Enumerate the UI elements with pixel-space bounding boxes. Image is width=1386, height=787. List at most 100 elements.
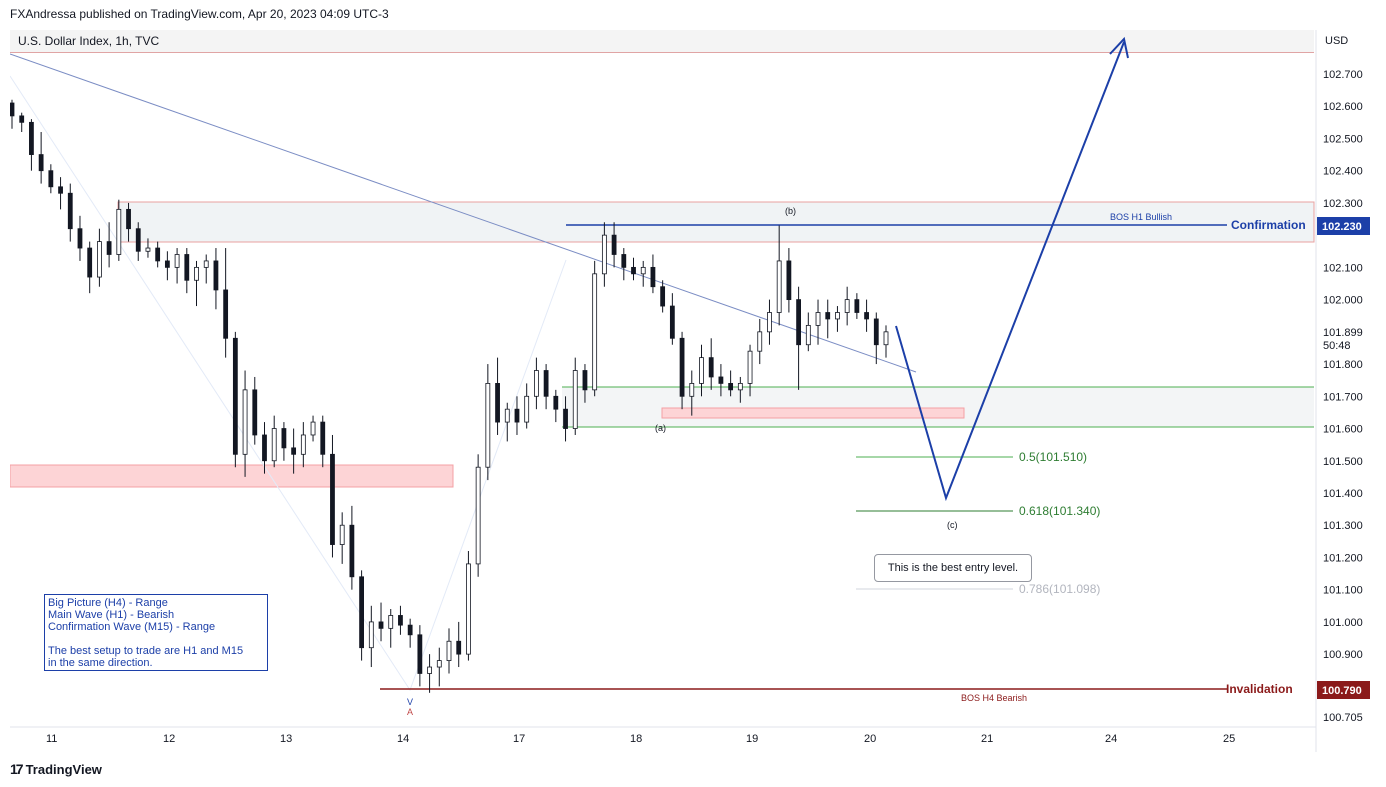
candle-body (747, 350, 753, 384)
time-axis[interactable]: 11 12 13 14 17 18 19 20 21 24 25 (46, 733, 1235, 745)
range-box (562, 387, 1314, 427)
candle-body (194, 266, 199, 281)
y-tick-label: 101.000 (1323, 617, 1363, 629)
candle-body (679, 337, 685, 397)
candle-body (543, 370, 549, 397)
x-tick-label: 20 (864, 733, 876, 745)
candle-body (504, 408, 510, 423)
y-tick-label: 102.600 (1323, 101, 1363, 113)
invalidation-price-tag (1317, 681, 1370, 699)
y-tick-label: 101.600 (1323, 424, 1363, 436)
wave-guide-line (10, 75, 567, 692)
y-tick-label: 102.700 (1323, 69, 1363, 81)
candle-body (349, 524, 355, 578)
candle-body (378, 621, 384, 629)
candle-body (19, 115, 25, 123)
y-tick-label: 101.800 (1323, 359, 1363, 371)
x-tick-label: 21 (981, 733, 993, 745)
candle-body (48, 170, 54, 188)
x-tick-label: 12 (163, 733, 175, 745)
fib-0.5-label: 0.5(101.510) (1019, 450, 1087, 464)
candle-body (776, 260, 782, 313)
y-tick-label: 100.705 (1323, 712, 1363, 724)
x-tick-label: 19 (746, 733, 758, 745)
candle-body (242, 389, 248, 455)
tradingview-logo-icon: 17 (10, 761, 24, 777)
candle-body (184, 254, 190, 281)
label-confirmation: Confirmation (1231, 218, 1306, 232)
candle-body (407, 624, 413, 636)
label-bos-h1: BOS H1 Bullish (1110, 212, 1172, 222)
candle-body (805, 324, 811, 346)
candle-body (650, 266, 656, 288)
info-line-5: in the same direction. (48, 657, 153, 669)
low-marker-v: V (407, 697, 413, 707)
candle-body (436, 660, 442, 668)
candle-body (203, 260, 209, 268)
candle-body (592, 273, 598, 391)
candle-body (359, 576, 365, 649)
candle-body (699, 357, 704, 384)
candle-body (631, 266, 636, 275)
candle-body (854, 299, 860, 313)
price-chart[interactable]: BOS H1 Bullish Confirmation BOS H4 Beari… (10, 30, 1378, 752)
candle-body (767, 312, 772, 333)
x-tick-label: 14 (397, 733, 409, 745)
info-line-2: Main Wave (H1) - Bearish (48, 609, 175, 621)
demand-zone-mid (661, 407, 965, 419)
candle-body (310, 421, 316, 436)
candle-body (495, 383, 500, 423)
y-tick-label: 101.500 (1323, 456, 1363, 468)
candle-body (126, 208, 131, 230)
x-tick-label: 13 (280, 733, 292, 745)
candle-body (864, 312, 869, 320)
candle-body (466, 563, 471, 655)
demand-zone-left (10, 464, 454, 488)
projection-arrowhead (1109, 36, 1129, 59)
candle-body (77, 228, 83, 249)
publisher-line: FXAndressa published on TradingView.com,… (10, 7, 389, 21)
x-tick-label: 11 (46, 733, 57, 745)
wave-label-b: (b) (785, 206, 796, 216)
y-tick-label: 102.100 (1323, 262, 1363, 274)
y-tick-label: 100.900 (1323, 649, 1363, 661)
resistance-zone (117, 201, 1315, 243)
price-axis[interactable]: 102.700 102.600 102.500 102.400 102.300 102.1… (1323, 69, 1363, 724)
entry-callout: This is the best entry level. (874, 554, 1032, 582)
candle-body (262, 434, 267, 462)
analysis-info-box: Big Picture (H4) - Range Main Wave (H1) … (44, 594, 268, 671)
fib-0.618-label: 0.618(101.340) (1019, 504, 1100, 518)
candle-body (417, 634, 423, 674)
candle-body (135, 228, 141, 252)
candle-body (708, 357, 714, 378)
candle-body (844, 299, 850, 313)
candle-body (786, 260, 792, 301)
info-line-1: Big Picture (H4) - Range (48, 597, 168, 609)
wave-label-c: (c) (947, 520, 958, 530)
candle-body (737, 383, 743, 391)
x-tick-label: 17 (513, 733, 525, 745)
candle-body (514, 408, 520, 423)
candle-body (213, 260, 219, 291)
label-invalidation: Invalidation (1226, 682, 1293, 696)
candle-body (29, 121, 34, 155)
candle-body (223, 289, 229, 339)
candle-body (640, 266, 646, 275)
candle-body (252, 389, 258, 436)
x-tick-label: 24 (1105, 733, 1117, 745)
y-tick-label: 102.500 (1323, 133, 1363, 145)
candle-body (339, 524, 345, 545)
candle-body (563, 408, 568, 429)
candle-body (446, 640, 452, 661)
confirmation-price-tag (1317, 217, 1370, 235)
candle-body (757, 331, 763, 352)
candle-body (485, 383, 491, 468)
candle-body (835, 312, 840, 320)
candle-body (524, 395, 530, 423)
candle-body (145, 247, 151, 252)
candle-body (456, 640, 462, 655)
candle-body (368, 621, 374, 649)
candle-body (300, 434, 306, 455)
tradingview-logo[interactable]: 17 TradingView (10, 761, 102, 777)
candle-body (164, 260, 170, 268)
